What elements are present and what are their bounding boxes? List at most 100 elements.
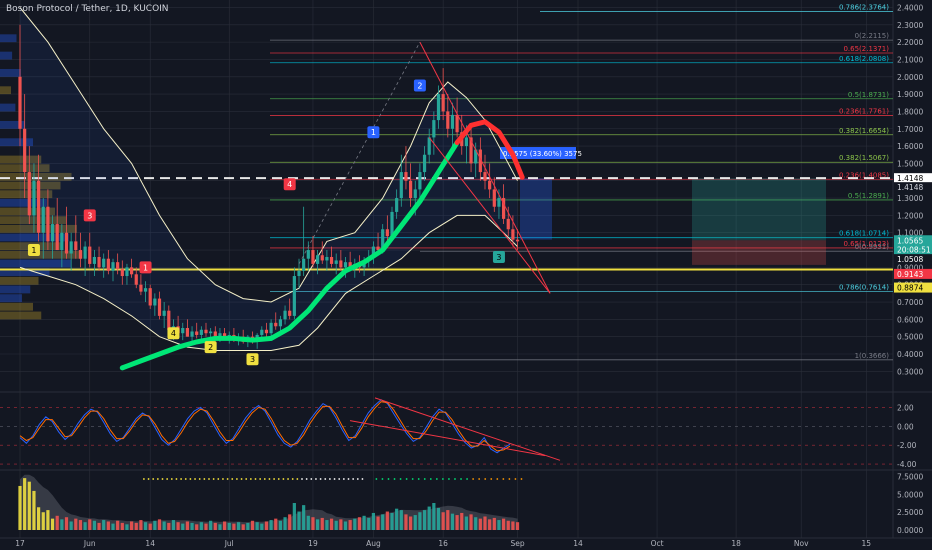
oscillator-tick-label: 0.00	[897, 422, 914, 431]
price-tick-label: 2.4000	[897, 3, 923, 12]
fib-level-label: 0.786(2.3764)	[839, 4, 889, 12]
volume-bar	[181, 523, 185, 530]
signal-dot	[329, 478, 331, 480]
candle	[32, 180, 36, 216]
fib-level-label: 0.5(1.2891)	[848, 192, 889, 200]
volume-bar	[450, 513, 455, 530]
candle	[167, 310, 171, 330]
trend-line	[419, 41, 551, 294]
time-tick-label: 17	[15, 539, 25, 548]
signal-dot	[254, 478, 257, 480]
volume-bar	[255, 522, 259, 530]
candle	[409, 180, 413, 199]
candle	[37, 180, 41, 233]
volume-bar	[283, 517, 287, 530]
price-label-box	[894, 268, 932, 279]
candle	[418, 172, 422, 190]
candle	[399, 172, 403, 199]
signal-dot	[189, 478, 192, 480]
wave-marker-label: 1	[143, 263, 148, 272]
wave-marker	[283, 178, 296, 191]
price-tick-label: 1.5000	[897, 159, 923, 168]
volume-bar	[418, 512, 422, 530]
volume-bar	[246, 522, 250, 530]
volume-bar	[446, 510, 450, 530]
signal-dot	[203, 478, 206, 480]
candle	[55, 224, 59, 251]
price-label: 1.4148	[897, 183, 923, 192]
candle	[390, 211, 394, 237]
signal-dot	[381, 478, 384, 480]
volume-bar	[316, 519, 320, 530]
moving-average-down	[454, 119, 525, 180]
volume-bar	[325, 520, 329, 530]
volume-bar	[97, 522, 101, 530]
price-label: 1.4148	[897, 174, 923, 183]
candle	[506, 218, 510, 230]
signal-dot	[411, 478, 414, 480]
candle	[283, 310, 287, 320]
volume-bar	[176, 522, 180, 530]
volume-bar	[492, 517, 496, 530]
volume-bar	[385, 511, 389, 530]
signal-dot	[333, 478, 336, 480]
fib-level-label: 0.618(2.0808)	[839, 55, 889, 63]
volume-bar	[167, 522, 171, 530]
volume-bar	[367, 517, 371, 530]
signal-dot	[324, 478, 327, 480]
signal-dot	[375, 478, 378, 480]
signal-dot	[175, 478, 178, 480]
signal-dot	[147, 478, 150, 480]
fib-level-label: 1(0.3666)	[855, 352, 890, 360]
signal-dot	[143, 478, 145, 480]
price-label: 1.0508	[897, 255, 923, 264]
fib-level-label: 0(0.9931)	[855, 243, 890, 251]
signal-dot	[441, 478, 444, 480]
time-tick-label: 14	[145, 539, 155, 548]
signal-dot	[259, 478, 262, 480]
volume-bar	[395, 508, 399, 530]
wave-marker-label: 1	[31, 246, 36, 255]
candle	[195, 331, 199, 335]
candle	[306, 250, 310, 259]
signal-dot	[514, 478, 517, 480]
fib-level-label: 0.382(1.5067)	[839, 154, 889, 162]
volume-bar	[320, 517, 324, 530]
candle	[320, 255, 324, 261]
candle	[260, 329, 264, 335]
price-label-box	[894, 173, 932, 184]
volume-bar	[23, 478, 27, 530]
volume-bar	[204, 523, 208, 530]
oscillator-tick-label: -2.00	[897, 441, 917, 450]
volume-bar	[432, 503, 436, 530]
fib-level-label: 0.65(2.1371)	[843, 45, 889, 53]
volume-bar	[46, 510, 50, 530]
volume-bar	[502, 518, 506, 530]
volume-bar	[190, 522, 194, 530]
candle	[78, 250, 83, 259]
volume-bar	[292, 503, 296, 530]
candle	[185, 328, 189, 337]
volume-bar	[195, 524, 199, 530]
price-label-box	[894, 235, 932, 246]
volume-bar	[50, 518, 55, 530]
price-tick-label: 2.3000	[897, 21, 923, 30]
candle	[474, 149, 478, 164]
candle	[422, 154, 427, 173]
time-tick-label: Jun	[83, 539, 96, 548]
volume-bar	[213, 522, 217, 530]
candle	[162, 310, 166, 316]
fib-level-label: 0.786(0.7614)	[839, 283, 889, 291]
signal-dot	[305, 478, 308, 480]
candle	[329, 256, 334, 264]
volume-bar	[464, 516, 468, 530]
time-tick-label: Nov	[794, 539, 809, 548]
candle	[297, 270, 301, 277]
candle	[153, 298, 157, 306]
candle	[46, 206, 50, 242]
candle	[446, 111, 450, 129]
wave-marker	[204, 341, 217, 354]
candle	[218, 333, 222, 337]
